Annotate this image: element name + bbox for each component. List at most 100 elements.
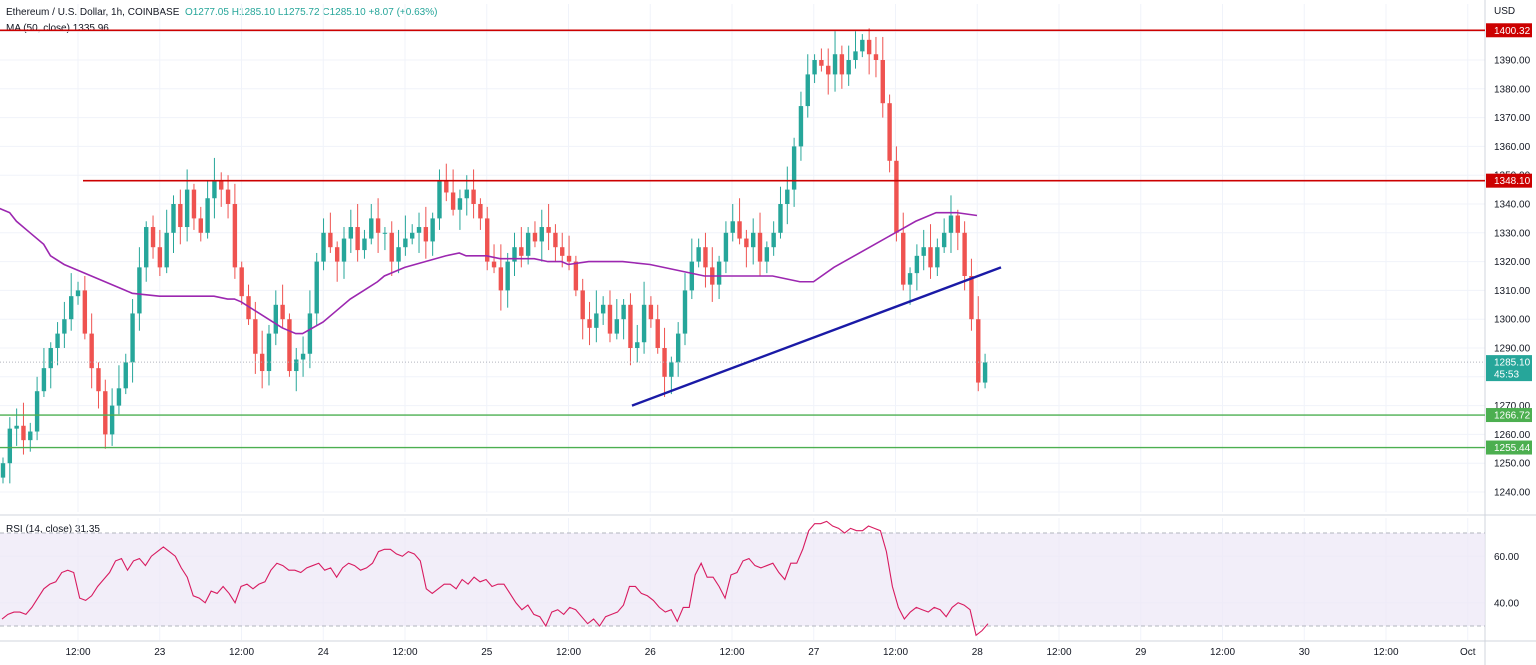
candle-body: [7, 428, 13, 464]
x-tick-label: 12:00: [1210, 647, 1235, 658]
candle-body: [300, 353, 306, 360]
y-tick-label: 1250.00: [1494, 459, 1531, 470]
candle-body: [239, 267, 244, 297]
candle-body: [109, 405, 115, 435]
rsi-band: [0, 533, 1485, 626]
candle-body: [396, 247, 401, 262]
y-tick-label: 1370.00: [1494, 113, 1531, 124]
candle-body: [860, 39, 865, 52]
candle-body: [662, 348, 667, 377]
candle-body: [28, 431, 33, 441]
candle-body: [901, 232, 906, 285]
candle-body: [423, 227, 429, 242]
candle-body: [321, 232, 326, 262]
candle-body: [341, 238, 347, 262]
x-tick-label: 12:00: [719, 647, 744, 658]
candle-body: [444, 180, 449, 193]
candle-body: [628, 304, 633, 348]
candle-body: [703, 247, 708, 268]
close-value: C1285.10: [322, 7, 366, 18]
x-tick-label: 25: [481, 647, 493, 658]
badge-last-price-countdown: 45:53: [1494, 370, 1519, 381]
candle-body: [41, 368, 47, 392]
candle-body: [880, 60, 885, 104]
candle-body: [866, 39, 872, 55]
candle-body: [157, 247, 163, 268]
candle-body: [287, 319, 292, 372]
candle-body: [491, 261, 497, 268]
candle-body: [826, 65, 831, 75]
candle-body: [280, 304, 285, 320]
badge-resistance-top: 1400.32: [1494, 26, 1531, 37]
candle-body: [82, 290, 88, 334]
candle-body: [246, 296, 251, 320]
candle-body: [103, 391, 108, 435]
change-value: +8.07 (+0.63%): [368, 7, 438, 18]
candle-body: [635, 342, 640, 348]
badge-support-1: 1266.72: [1494, 411, 1531, 422]
candle-body: [730, 221, 735, 233]
open-value: O1277.05: [184, 7, 229, 18]
candle-body: [846, 60, 851, 75]
y-tick-label: 1300.00: [1494, 315, 1531, 326]
y-tick-label: 1340.00: [1494, 200, 1531, 211]
candle-body: [375, 218, 381, 233]
candle-body: [232, 204, 238, 268]
candle-body: [580, 290, 585, 320]
rsi-tick-label: 60.00: [1494, 552, 1519, 563]
candle-body: [771, 232, 776, 248]
candle-body: [212, 180, 217, 199]
candle-body: [123, 362, 128, 389]
candle-body: [655, 319, 660, 348]
candle-body: [778, 204, 783, 233]
x-tick-label: 23: [154, 647, 166, 658]
candle-body: [600, 304, 606, 314]
badge-resistance-mid: 1348.10: [1494, 176, 1531, 187]
candle-body: [955, 215, 960, 233]
candle-body: [253, 319, 258, 354]
candle-body: [69, 296, 74, 320]
candle-body: [853, 51, 858, 60]
candle-body: [614, 319, 619, 334]
candle-body: [259, 353, 265, 372]
candle-body: [696, 247, 701, 262]
candle-body: [48, 348, 53, 369]
candle-body: [669, 362, 674, 377]
candle-body: [205, 198, 210, 233]
candle-body: [941, 232, 947, 248]
candle-body: [675, 333, 681, 363]
candle-body: [171, 204, 176, 233]
candle-body: [914, 255, 920, 274]
ma-legend-label: MA (50, close): [6, 23, 70, 34]
candle-body: [116, 388, 122, 406]
currency-label: USD: [1494, 6, 1515, 17]
candle-body: [471, 189, 476, 204]
x-tick-label: 27: [808, 647, 820, 658]
candle-body: [785, 189, 790, 204]
candle-body: [307, 313, 313, 354]
candle-body: [266, 333, 272, 372]
low-value: L1275.72: [277, 7, 320, 18]
candle-body: [485, 218, 490, 262]
candle-body: [546, 227, 551, 233]
candle-body: [798, 106, 804, 147]
time-axis: 12:00 23 12:00 24 12:00 25 12:00 26 12:00 27 12:00…: [65, 647, 1475, 658]
candle-body: [89, 333, 94, 369]
y-tick-label: 1310.00: [1494, 286, 1531, 297]
y-tick-label: 1240.00: [1494, 488, 1531, 499]
candle-body: [355, 227, 360, 251]
badge-last-price-bg: [1486, 355, 1532, 382]
candle-body: [382, 232, 388, 234]
candle-body: [832, 54, 838, 75]
x-tick-label: 12:00: [392, 647, 417, 658]
candle-body: [137, 267, 142, 314]
badge-support-2: 1255.44: [1494, 443, 1531, 454]
candle-body: [982, 362, 988, 383]
candle-body: [457, 198, 463, 210]
x-tick-label: 29: [1135, 647, 1147, 658]
rsi-line: [1, 520, 989, 637]
candle-body: [532, 232, 538, 242]
candle-body: [294, 359, 299, 372]
y-tick-label: 1320.00: [1494, 257, 1531, 268]
